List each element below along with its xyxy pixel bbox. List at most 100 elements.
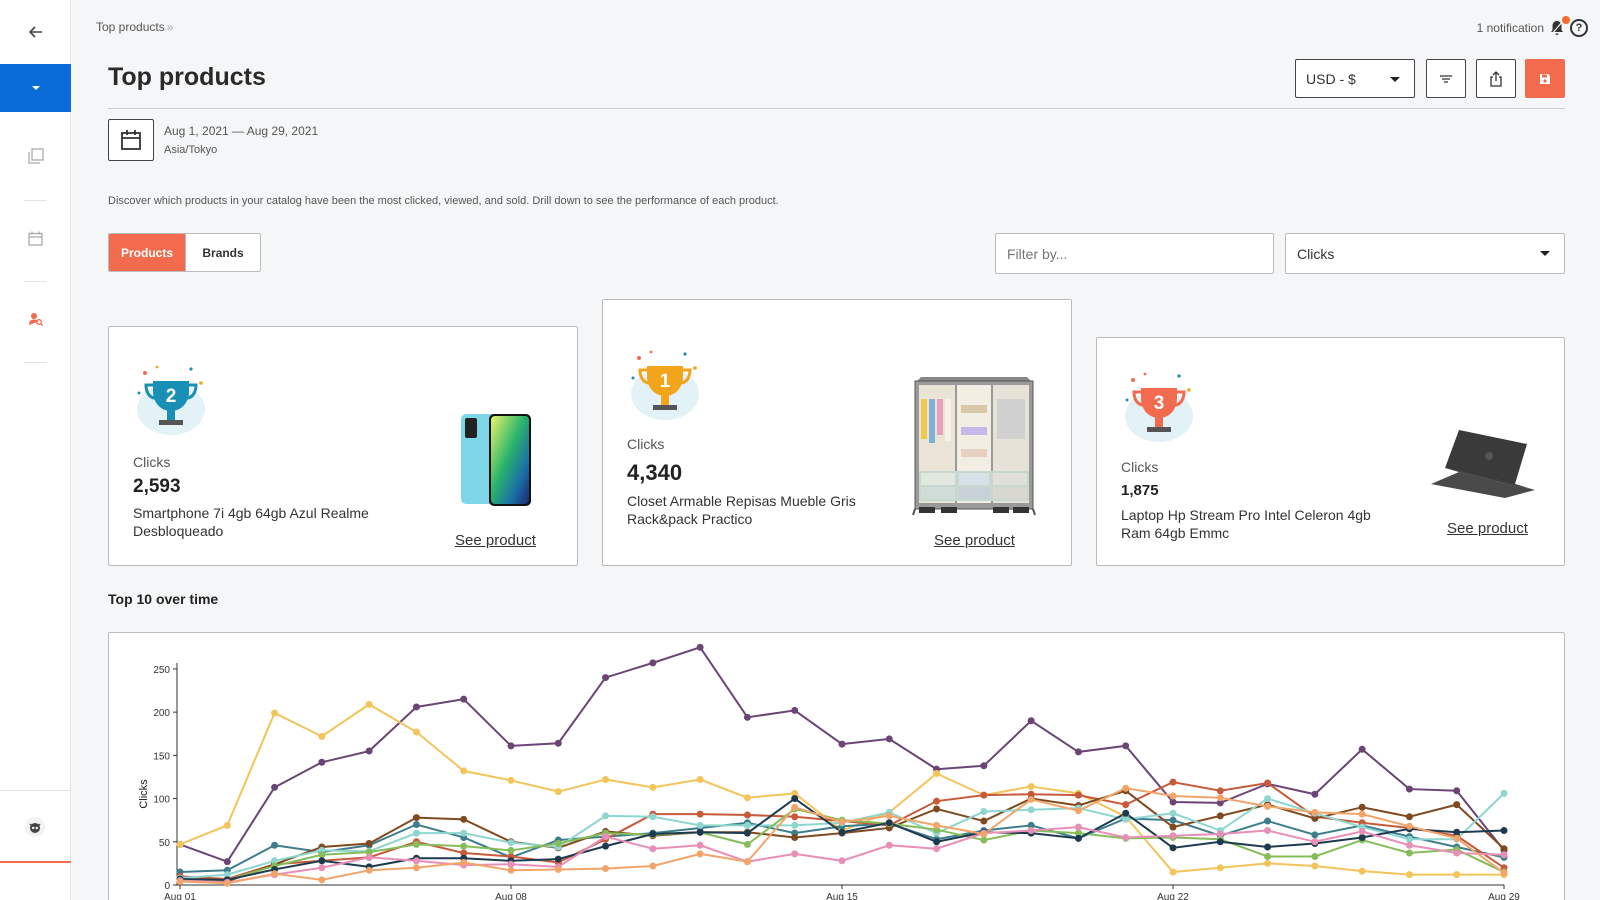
- data-point: [649, 659, 657, 667]
- tab-products[interactable]: Products: [109, 234, 185, 271]
- nav-item-pages[interactable]: [0, 136, 71, 176]
- data-point: [980, 808, 988, 816]
- data-point: [1358, 833, 1366, 841]
- see-product-link[interactable]: See product: [455, 532, 536, 549]
- data-point: [1358, 745, 1366, 753]
- filter-button[interactable]: [1426, 59, 1466, 98]
- metric-value: Clicks: [1297, 245, 1335, 262]
- see-product-link[interactable]: See product: [934, 532, 1015, 549]
- data-point: [743, 713, 751, 721]
- help-icon[interactable]: ?: [1570, 19, 1588, 37]
- date-range: Aug 1, 2021 — Aug 29, 2021: [164, 124, 319, 138]
- data-point: [1311, 852, 1319, 860]
- data-point: [1358, 803, 1366, 811]
- currency-select[interactable]: USD - $: [1295, 59, 1415, 98]
- data-point: [176, 840, 184, 848]
- data-point: [791, 706, 799, 714]
- data-point: [1264, 827, 1272, 835]
- data-point: [412, 814, 420, 822]
- data-point: [791, 795, 799, 803]
- avatar[interactable]: [25, 817, 45, 837]
- data-point: [318, 758, 326, 766]
- user-search-icon: [28, 313, 43, 326]
- y-tick-label: 250: [153, 665, 170, 676]
- data-point: [1074, 748, 1082, 756]
- notification-dot: [1562, 16, 1570, 24]
- x-tick-label: Aug 15: [826, 892, 858, 900]
- metric-label: Clicks: [627, 436, 665, 452]
- chart-svg: 0 50 100 150 200 250 Aug 01 Aug 08 Aug 15 Aug 22 A…: [138, 643, 1520, 900]
- data-point: [1453, 834, 1461, 842]
- data-point: [1027, 717, 1035, 725]
- notifications[interactable]: 1 notification: [1476, 16, 1570, 36]
- data-point: [507, 866, 515, 874]
- data-point: [1169, 868, 1177, 876]
- data-point: [743, 811, 751, 819]
- data-point: [696, 841, 704, 849]
- x-tick-label: Aug 01: [164, 892, 196, 900]
- data-point: [649, 783, 657, 791]
- data-point: [1264, 802, 1272, 810]
- data-point: [1074, 807, 1082, 815]
- data-point: [1453, 871, 1461, 879]
- data-point: [885, 735, 893, 743]
- sidebar-accent-line: [0, 861, 71, 863]
- share-button[interactable]: [1476, 59, 1516, 98]
- data-point: [1311, 808, 1319, 816]
- data-point: [554, 840, 562, 848]
- data-point: [696, 821, 704, 829]
- data-point: [1405, 822, 1413, 830]
- data-point: [365, 848, 373, 856]
- data-point: [1216, 794, 1224, 802]
- data-point: [743, 840, 751, 848]
- x-tick-label: Aug 22: [1157, 892, 1189, 900]
- y-tick-label: 150: [153, 751, 170, 762]
- data-point: [1264, 817, 1272, 825]
- data-point: [507, 860, 515, 868]
- data-point: [1027, 827, 1035, 835]
- tab-brands[interactable]: Brands: [185, 234, 260, 271]
- data-point: [791, 833, 799, 841]
- data-point: [980, 817, 988, 825]
- nav-toggle-active[interactable]: [0, 64, 71, 112]
- data-point: [1169, 798, 1177, 806]
- data-point: [1405, 871, 1413, 879]
- date-picker-button[interactable]: [108, 119, 154, 161]
- chart-heading: Top 10 over time: [108, 591, 219, 607]
- data-point: [507, 839, 515, 847]
- notifications-label: 1 notification: [1476, 21, 1544, 35]
- data-point: [1500, 869, 1508, 877]
- nav-separator: [24, 362, 47, 363]
- data-point: [460, 767, 468, 775]
- data-point: [1264, 779, 1272, 787]
- user-avatar-icon: [29, 823, 41, 833]
- data-point: [223, 858, 231, 866]
- data-point: [507, 742, 515, 750]
- data-point: [696, 850, 704, 858]
- data-point: [223, 871, 231, 879]
- data-point: [838, 828, 846, 836]
- back-button[interactable]: [0, 12, 71, 52]
- data-point: [980, 791, 988, 799]
- breadcrumb-item[interactable]: Top products: [96, 20, 165, 34]
- filter-lines-icon: [1440, 74, 1452, 83]
- data-point: [1169, 778, 1177, 786]
- data-point: [1311, 814, 1319, 822]
- calendar-icon: [28, 231, 43, 246]
- nav-item-calendar[interactable]: [0, 218, 71, 258]
- data-point: [1358, 867, 1366, 875]
- data-point: [1074, 834, 1082, 842]
- nav-item-user-search[interactable]: [0, 299, 71, 339]
- data-point: [933, 838, 941, 846]
- data-point: [318, 864, 326, 872]
- rank-number: 3: [1154, 393, 1165, 414]
- data-point: [1216, 838, 1224, 846]
- metric-select[interactable]: Clicks: [1285, 233, 1565, 274]
- data-point: [1122, 784, 1130, 792]
- see-product-link[interactable]: See product: [1447, 520, 1528, 537]
- data-point: [365, 853, 373, 861]
- data-point: [1264, 859, 1272, 867]
- save-button[interactable]: [1525, 59, 1565, 98]
- data-point: [1216, 787, 1224, 795]
- filter-input[interactable]: [995, 233, 1274, 274]
